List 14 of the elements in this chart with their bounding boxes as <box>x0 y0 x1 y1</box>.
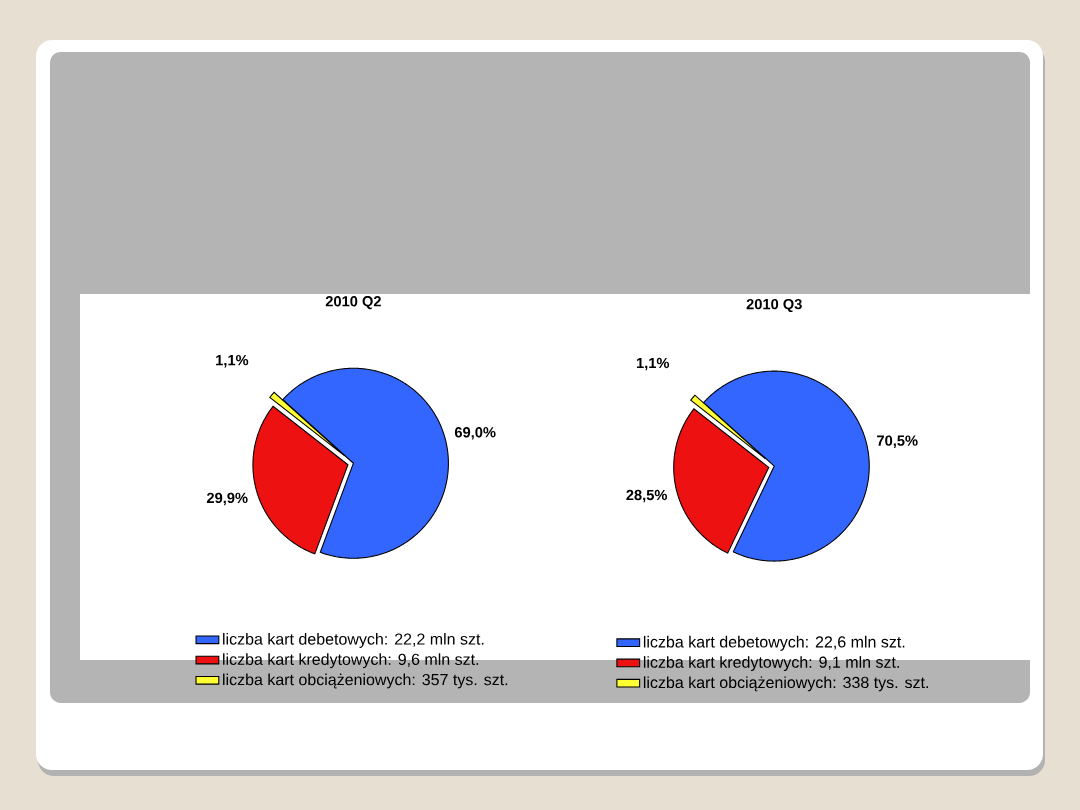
legend-label: liczba kart debetowych: 22,6 mln szt. <box>643 635 905 651</box>
legend-label: liczba kart kredytowych: 9,1 mln szt. <box>643 656 899 672</box>
data-label: 69,0% <box>454 427 496 440</box>
data-label: 1,1% <box>216 354 249 368</box>
legend-label: liczba kart obciążeniowych: 357 tys. szt. <box>223 673 508 689</box>
chart-title: 2010 Q3 <box>746 298 802 313</box>
legend-label: liczba kart kredytowych: 9,6 mln szt. <box>223 653 479 669</box>
data-label: 29,9% <box>206 492 248 506</box>
legend-label: liczba kart debetowych: 22,2 mln szt. <box>223 633 484 648</box>
data-label: 28,5% <box>626 489 668 503</box>
legend-label: liczba kart obciążeniowych: 338 tys. szt. <box>643 676 928 692</box>
chart-title: 2010 Q2 <box>325 296 381 310</box>
data-label: 1,1% <box>636 357 670 371</box>
data-label: 70,5% <box>877 435 918 448</box>
